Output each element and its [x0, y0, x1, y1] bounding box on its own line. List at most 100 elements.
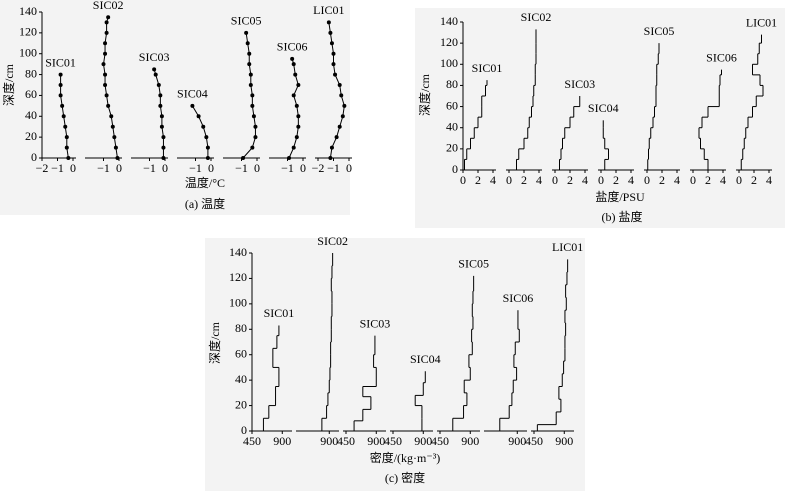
profile-point	[159, 124, 164, 129]
profile-point	[291, 62, 296, 67]
x-tick-label: 450	[337, 434, 355, 448]
profile-point	[115, 156, 120, 160]
y-tick-label: 0	[452, 162, 458, 176]
profile-point	[287, 156, 292, 160]
profile-point	[106, 15, 111, 20]
x-tick-label: −1	[189, 161, 202, 175]
profile-line	[153, 69, 164, 158]
x-tick-label: 0	[598, 173, 604, 187]
profile-point	[247, 62, 252, 67]
x-tick-label: 0	[208, 161, 214, 175]
profile-point	[328, 30, 333, 35]
series-label: SIC04	[588, 101, 619, 115]
y-tick-label: 80	[446, 77, 458, 91]
profile-point	[161, 145, 166, 150]
series-label: SIC02	[521, 10, 552, 24]
x-tick-label: −2	[36, 161, 49, 175]
profile-point	[152, 67, 157, 72]
profile-point	[290, 56, 295, 61]
y-tick-label: 60	[235, 346, 247, 360]
y-tick-label: 80	[25, 66, 37, 80]
profile-point	[103, 51, 108, 56]
x-tick-label: 0	[690, 173, 696, 187]
series-label: SIC05	[644, 24, 675, 38]
profile-point	[204, 135, 209, 140]
x-tick-label: 0	[346, 161, 352, 175]
y-tick-label: 120	[19, 25, 37, 39]
x-tick-label: 0	[460, 173, 466, 187]
series-label: LIC01	[552, 240, 583, 254]
profile-point	[340, 114, 345, 119]
profile-point	[241, 156, 246, 160]
profile-point	[296, 114, 301, 119]
y-tick-label: 20	[235, 397, 247, 411]
y-tick-label: 120	[229, 270, 247, 284]
chart-title: (a) 温度	[185, 196, 225, 211]
series-label: SIC06	[277, 40, 308, 54]
profile-point	[244, 30, 249, 35]
profile-point	[158, 103, 163, 108]
profile-point	[248, 83, 253, 87]
series-label: SIC06	[503, 291, 534, 305]
profile-point	[331, 51, 336, 56]
series-label: SIC03	[139, 50, 170, 64]
profile-point	[153, 72, 158, 77]
x-tick-label: 2	[475, 173, 481, 187]
x-tick-label: 2	[521, 173, 527, 187]
x-tick-label: 900	[414, 434, 432, 448]
x-tick-label: 0	[736, 173, 742, 187]
x-tick-label: 4	[582, 173, 588, 187]
x-tick-label: 4	[674, 173, 680, 187]
profile-point	[326, 20, 331, 25]
x-tick-label: 0	[644, 173, 650, 187]
x-tick-label: 0	[506, 173, 512, 187]
y-tick-label: 120	[440, 35, 458, 49]
y-tick-label: 100	[229, 296, 247, 310]
y-tick-label: 40	[446, 119, 458, 133]
profile-point	[161, 156, 166, 160]
profile-point	[334, 135, 339, 140]
profile-point	[60, 103, 65, 108]
profile-point	[63, 124, 68, 129]
profile-point	[294, 135, 299, 140]
profile-point	[337, 83, 342, 87]
series-label: SIC04	[177, 87, 208, 101]
profile-point	[103, 41, 108, 46]
x-tick-label: 2	[751, 173, 757, 187]
x-tick-label: 450	[384, 434, 402, 448]
x-tick-label: 900	[461, 434, 479, 448]
profile-point	[253, 135, 258, 140]
x-tick-label: 2	[659, 173, 665, 187]
y-tick-label: 40	[25, 108, 37, 122]
x-tick-label: −1	[327, 161, 340, 175]
x-tick-label: −2	[312, 161, 325, 175]
x-tick-label: −1	[143, 161, 156, 175]
y-tick-label: 40	[235, 372, 247, 386]
y-tick-label: 140	[229, 245, 247, 259]
series-label: SIC04	[410, 352, 441, 366]
series-label: SIC05	[231, 14, 262, 28]
y-tick-label: 80	[235, 321, 247, 335]
x-tick-label: 450	[525, 434, 543, 448]
x-tick-label: 900	[320, 434, 338, 448]
x-tick-label: 2	[705, 173, 711, 187]
x-tick-label: 4	[490, 173, 496, 187]
panel-bg	[0, 0, 350, 215]
x-axis-label: 密度/(kg·m⁻³)	[370, 450, 441, 465]
profile-point	[109, 114, 114, 119]
profile-point	[291, 145, 296, 150]
series-label: LIC01	[313, 3, 344, 17]
y-tick-label: 0	[241, 423, 247, 437]
x-tick-label: 900	[508, 434, 526, 448]
x-tick-label: 900	[273, 434, 291, 448]
profile-point	[296, 124, 301, 129]
series-label: SIC01	[472, 61, 503, 75]
profile-point	[66, 156, 71, 160]
profile-point	[333, 72, 338, 77]
profile-point	[104, 20, 109, 25]
profile-point	[190, 103, 195, 108]
x-tick-label: 4	[766, 173, 772, 187]
series-label: SIC03	[564, 77, 595, 91]
x-tick-label: −1	[97, 161, 110, 175]
profile-point	[101, 62, 106, 67]
